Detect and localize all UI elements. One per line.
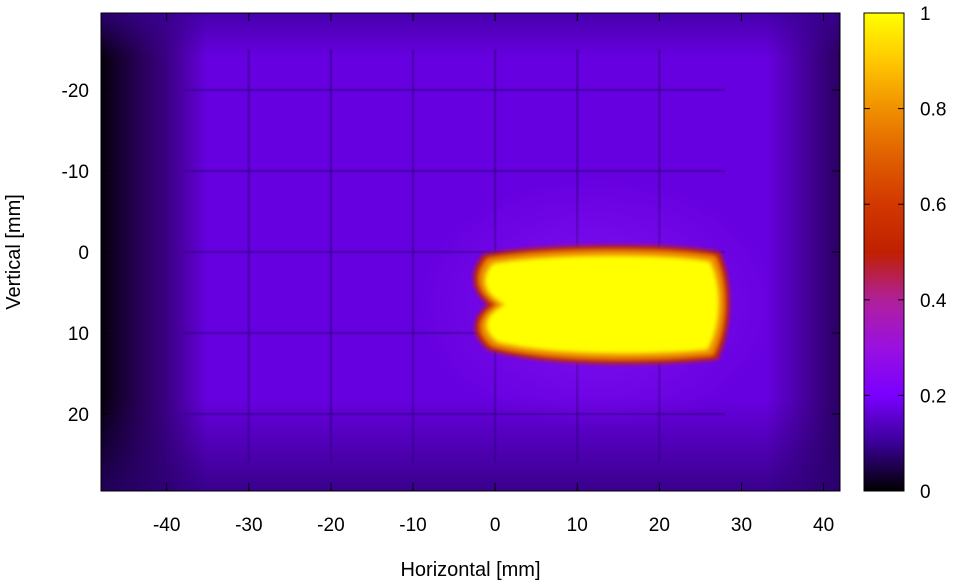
colorbar-tick-label: 1 — [920, 4, 931, 25]
x-tick-label: -10 — [399, 515, 426, 536]
x-axis-label: Horizontal [mm] — [400, 559, 540, 581]
heatmap-bottom-dark-edge — [101, 397, 840, 491]
heatmap-top-dark-edge — [101, 13, 840, 58]
x-tick-label: -30 — [235, 515, 262, 536]
hotspot — [473, 245, 730, 365]
x-tick-label: 30 — [731, 515, 752, 536]
x-tick-label: -20 — [317, 515, 344, 536]
hotspot-core — [485, 256, 719, 354]
x-tick-label: -40 — [153, 515, 180, 536]
y-tick-label: 10 — [68, 324, 89, 345]
y-tick-label: -20 — [62, 81, 89, 102]
y-axis-label: Vertical [mm] — [3, 194, 25, 310]
x-tick-label: 0 — [490, 515, 501, 536]
x-tick-label: 40 — [813, 515, 834, 536]
heatmap-plot-area — [101, 13, 840, 491]
x-tick-label: 10 — [567, 515, 588, 536]
y-tick-label: 0 — [78, 243, 89, 264]
colorbar-tick-label: 0.2 — [920, 386, 946, 407]
y-tick-label: -10 — [62, 162, 89, 183]
x-tick-label: 20 — [649, 515, 670, 536]
colorbar-ticks: 0 0.2 0.4 0.6 0.8 1 — [864, 4, 947, 503]
colorbar-tick-label: 0.4 — [920, 291, 947, 312]
colorbar-tick-label: 0 — [920, 482, 931, 503]
x-axis: -40 -30 -20 -10 0 10 20 30 40 — [153, 13, 834, 536]
colorbar: 0 0.2 0.4 0.6 0.8 1 — [863, 4, 947, 503]
y-tick-label: 20 — [68, 405, 89, 426]
colorbar-tick-label: 0.6 — [920, 195, 946, 216]
y-axis: -20 -10 0 10 20 — [62, 81, 840, 426]
colorbar-tick-label: 0.8 — [920, 100, 946, 121]
colorbar-gradient — [863, 12, 905, 492]
